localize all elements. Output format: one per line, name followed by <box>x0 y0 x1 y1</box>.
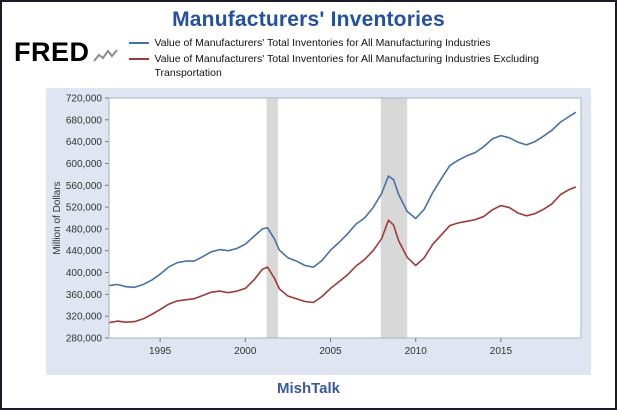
x-tick-label: 2015 <box>490 346 513 357</box>
line-chart: 280,000 320,000 360,000 400,000 440,000 480,0… <box>52 93 582 357</box>
y-tick-label: 360,000 <box>66 289 103 300</box>
y-tick-label: 680,000 <box>66 115 103 126</box>
series-line-1 <box>108 185 577 324</box>
footer-link-mishtalk[interactable]: MishTalk <box>276 379 341 397</box>
legend-item: Value of Manufacturers' Total Inventorie… <box>128 37 597 51</box>
y-axis-label: Million of Dollars <box>52 181 63 254</box>
legend-item: Value of Manufacturers' Total Inventorie… <box>128 52 597 81</box>
y-tick-label: 520,000 <box>66 202 103 213</box>
fred-logo-text: FRED <box>14 37 90 67</box>
fred-logo: FRED <box>14 37 119 67</box>
legend-line-swatch-total <box>128 42 149 44</box>
chart-footer: MishTalk <box>2 380 615 398</box>
legend-label: Value of Manufacturers' Total Inventorie… <box>154 52 540 79</box>
y-tick-label: 720,000 <box>66 93 103 104</box>
plot-area <box>109 97 581 338</box>
chart-panel: 280,000 320,000 360,000 400,000 440,000 480,0… <box>46 87 591 375</box>
y-tick-label: 600,000 <box>66 159 103 170</box>
y-tick-label: 280,000 <box>66 333 103 344</box>
x-tick-label: 2000 <box>234 346 257 357</box>
x-tick-label: 1995 <box>149 346 172 357</box>
chart-title: Manufacturers' Inventories <box>172 8 445 31</box>
y-tick-label: 400,000 <box>66 268 103 279</box>
plot-border <box>108 97 582 339</box>
y-tick-label: 640,000 <box>66 137 103 148</box>
x-tick-label: 2005 <box>319 346 342 357</box>
y-tick-label: 480,000 <box>66 224 103 235</box>
recession-band <box>380 97 408 338</box>
legend-line-swatch-ex-transportation <box>128 57 149 60</box>
y-tick-label: 560,000 <box>66 180 103 191</box>
fred-sparkline-icon <box>92 49 118 62</box>
chart-header: FRED Value of Manufacturers' Total Inven… <box>2 32 615 83</box>
x-tick-label: 2010 <box>405 346 428 357</box>
legend: Value of Manufacturers' Total Inventorie… <box>128 37 597 83</box>
y-tick-label: 440,000 <box>66 246 103 257</box>
y-tick-label: 320,000 <box>66 311 103 322</box>
legend-label: Value of Manufacturers' Total Inventorie… <box>154 37 491 49</box>
recession-band <box>266 97 278 338</box>
series-line-0 <box>108 111 577 288</box>
